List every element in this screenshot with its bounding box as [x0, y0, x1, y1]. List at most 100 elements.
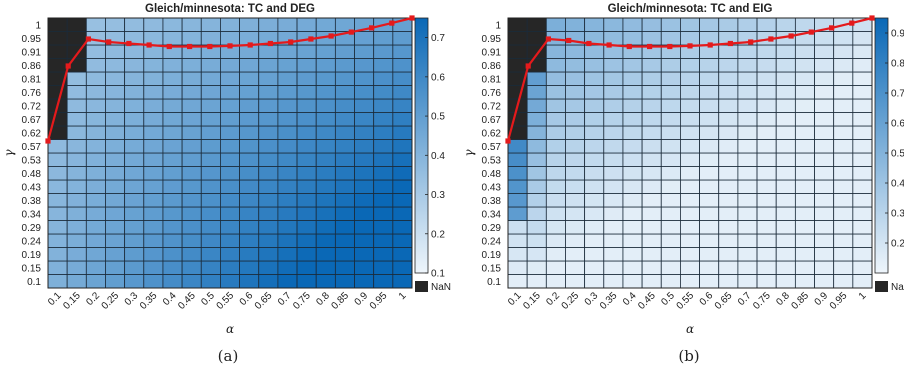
heatmap-cell: [737, 179, 758, 194]
colorbar-tick-label: 0.2: [431, 229, 445, 240]
heatmap-cell: [85, 71, 106, 86]
heatmap-cell: [852, 247, 873, 262]
heatmap-cell: [258, 206, 279, 221]
heatmap-cell: [794, 44, 815, 59]
heatmap-cell: [565, 152, 586, 167]
heatmap-cell: [373, 31, 394, 46]
heatmap-cell: [507, 247, 528, 262]
heatmap-cell: [584, 71, 605, 86]
heatmap-cell: [794, 260, 815, 275]
heatmap-cell: [794, 125, 815, 140]
heatmap-cell: [833, 193, 854, 208]
heatmap-cell: [296, 193, 317, 208]
heatmap-cell: [373, 179, 394, 194]
x-tick-label: 0.75: [291, 290, 313, 312]
line-marker: [187, 43, 193, 50]
colorbar-tick-label: 0.6: [891, 119, 904, 130]
heatmap-cell: [718, 98, 739, 113]
heatmap-cell: [334, 166, 355, 181]
heatmap-cell: [334, 233, 355, 248]
heatmap-cell: [641, 274, 662, 289]
x-tick-label: 1: [857, 290, 869, 302]
line-marker: [647, 43, 653, 50]
heatmap-cell: [373, 247, 394, 262]
line-marker: [45, 138, 51, 144]
line-marker: [348, 29, 354, 35]
heatmap-cell: [392, 85, 413, 100]
heatmap-cell: [47, 220, 68, 235]
heatmap-cell: [641, 98, 662, 113]
heatmap-cell: [315, 166, 336, 181]
heatmap-cell: [565, 112, 586, 127]
heatmap-cell: [105, 139, 126, 154]
heatmap-cell: [584, 112, 605, 127]
heatmap-cell: [124, 274, 145, 289]
heatmap-cell: [220, 125, 240, 140]
heatmap-cell: [143, 166, 164, 181]
heatmap-cell: [584, 125, 605, 140]
heatmap-cell: [718, 193, 739, 208]
heatmap-cell: [833, 112, 854, 127]
y-tick-label: 0.91: [482, 47, 502, 58]
heatmap-cell: [680, 58, 700, 73]
heatmap-cell: [794, 152, 815, 167]
heatmap-cell: [737, 98, 758, 113]
heatmap-cell: [105, 71, 126, 86]
heatmap-cell: [47, 58, 68, 73]
heatmap-cell: [239, 233, 260, 248]
heatmap-cell: [162, 112, 183, 127]
heatmap-cell: [277, 193, 298, 208]
heatmap-cell: [200, 260, 221, 275]
heatmap-cell: [526, 260, 547, 275]
heatmap-cell: [66, 31, 87, 46]
heatmap-cell: [699, 112, 720, 127]
heatmap-cell: [680, 17, 700, 32]
heatmap-cell: [315, 260, 336, 275]
heatmap-cell: [852, 233, 873, 248]
heatmap-cell: [718, 125, 739, 140]
heatmap-cell: [181, 152, 202, 167]
heatmap-cell: [124, 247, 145, 262]
heatmap-cell: [699, 220, 720, 235]
heatmap-cell: [545, 220, 566, 235]
heatmap-cell: [85, 125, 106, 140]
heatmap-cell: [105, 125, 126, 140]
heatmap-cell: [124, 233, 145, 248]
heatmap-cell: [775, 125, 796, 140]
line-marker: [146, 42, 152, 48]
heatmap-cell: [565, 125, 586, 140]
heatmap-cell: [220, 179, 240, 194]
heatmap-cell: [737, 139, 758, 154]
heatmap-cell: [47, 274, 68, 289]
heatmap-cell: [794, 179, 815, 194]
heatmap-cell: [833, 125, 854, 140]
heatmap-cell: [833, 58, 854, 73]
heatmap-cell: [239, 179, 260, 194]
heatmap-cell: [565, 98, 586, 113]
heatmap-cell: [737, 58, 758, 73]
heatmap-cell: [162, 233, 183, 248]
heatmap-cell: [296, 71, 317, 86]
heatmap-cell: [545, 274, 566, 289]
plot-frame: [47, 17, 413, 289]
line-marker: [808, 29, 814, 35]
heatmap-cell: [526, 220, 547, 235]
line-marker: [788, 33, 794, 39]
y-tick-label: 0.24: [482, 236, 502, 247]
heatmap-cell: [200, 85, 221, 100]
heatmap-cell: [315, 220, 336, 235]
heatmap-cell: [718, 112, 739, 127]
heatmap-cell: [622, 220, 643, 235]
x-tick-label: 0.75: [751, 290, 773, 312]
line-marker: [369, 25, 375, 31]
heatmap-cell: [699, 193, 720, 208]
heatmap-cell: [756, 58, 777, 73]
heatmap-cell: [220, 139, 240, 154]
heatmap-cell: [775, 44, 796, 59]
heatmap-cell: [124, 179, 145, 194]
line-marker: [667, 43, 673, 50]
heatmap-cell: [105, 44, 126, 59]
line-marker: [247, 42, 253, 48]
heatmap-cell: [66, 193, 87, 208]
heatmap-cell: [814, 71, 835, 86]
